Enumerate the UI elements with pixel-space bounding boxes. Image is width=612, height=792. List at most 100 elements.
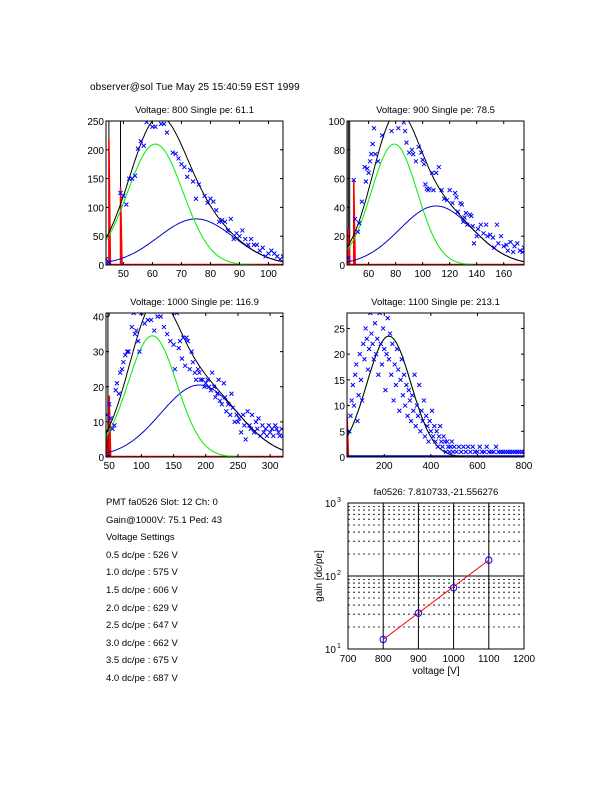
data-point [202, 384, 207, 390]
data-point [355, 418, 360, 424]
data-point [495, 241, 501, 246]
data-point [404, 382, 409, 388]
data-point [431, 423, 437, 429]
y-tick-label: 0 [339, 261, 345, 272]
x-tick-label: 100 [133, 461, 150, 472]
data-point [414, 403, 420, 408]
data-point [451, 444, 457, 450]
voltage-setting: 1.0 dc/pe : 575 V [106, 567, 178, 579]
data-point [385, 315, 391, 321]
data-point [517, 248, 523, 253]
data-point [401, 372, 407, 378]
data-point [423, 413, 429, 419]
data-point [484, 444, 490, 450]
data-point [356, 220, 362, 226]
x-tick-label: 60 [363, 269, 375, 280]
data-point [508, 239, 513, 245]
data-point [179, 356, 185, 362]
data-point [419, 408, 424, 414]
data-point [412, 372, 417, 378]
data-point [461, 444, 466, 450]
data-point [254, 242, 260, 248]
data-point [444, 439, 450, 444]
data-point [366, 346, 372, 352]
data-point [501, 243, 507, 249]
data-point [248, 426, 254, 432]
data-point [358, 377, 364, 383]
y-tick-label: 10 [334, 402, 346, 413]
data-point [416, 382, 422, 388]
data-point [491, 245, 497, 251]
plot-frame [105, 312, 284, 458]
data-point [242, 236, 248, 242]
data-point [504, 242, 509, 248]
data-point [108, 416, 113, 421]
data-point [177, 338, 183, 344]
data-point [408, 418, 414, 424]
data-point [482, 449, 487, 455]
data-point [395, 367, 401, 372]
first-pe-fit-curve [106, 335, 283, 457]
data-point [264, 433, 270, 439]
data-point [410, 151, 416, 157]
x-tick-label: 250 [230, 461, 247, 472]
data-point [491, 449, 497, 455]
data-point [371, 356, 377, 362]
data-point [400, 392, 406, 398]
data-point [434, 428, 440, 434]
data-point [468, 213, 474, 219]
plot-title-900: Voltage: 900 Single pe: 78.5 [376, 105, 495, 116]
data-point [407, 398, 413, 403]
data-point [245, 242, 251, 248]
data-point [117, 370, 123, 376]
data-point [139, 313, 144, 316]
gain-data-point [485, 556, 493, 564]
data-point [135, 146, 141, 152]
data-point [437, 423, 443, 429]
data-point [137, 349, 142, 354]
data-point [211, 199, 216, 204]
data-point [390, 341, 395, 347]
y-tick-label: 0 [98, 261, 104, 272]
first-pe-fit-curve [347, 335, 524, 457]
data-point [148, 317, 154, 323]
data-point [112, 423, 117, 428]
data-point [435, 444, 441, 450]
data-point [454, 194, 459, 200]
second-pe-fit-curve [106, 218, 283, 263]
y-tick-label: 40 [93, 313, 105, 324]
data-point [348, 413, 353, 419]
data-point [494, 222, 500, 228]
data-point [158, 314, 164, 319]
data-point [240, 412, 246, 418]
voltage-setting: 1.5 dc/pe : 606 V [106, 584, 178, 596]
histogram-plot-900: 60 80 100 120 140 160 0 20 40 60 80 100 [328, 117, 525, 280]
data-point [498, 233, 504, 239]
data-point [193, 196, 199, 202]
pedestal-fit-curve [106, 138, 283, 265]
data-point [270, 433, 276, 439]
data-point [379, 362, 385, 367]
data-point [213, 207, 219, 213]
data-point [216, 219, 222, 225]
y-tick-label-exponent: 1 [337, 643, 341, 650]
data-point [393, 382, 399, 388]
data-point [477, 444, 483, 450]
y-tick-label: 50 [93, 232, 105, 243]
data-point [475, 226, 481, 232]
data-point [443, 449, 449, 455]
data-point [360, 341, 366, 347]
x-tick-label: 50 [104, 461, 116, 472]
data-point [131, 313, 137, 316]
data-point [418, 150, 424, 156]
data-point [211, 384, 217, 390]
data-point [436, 434, 442, 439]
data-point [428, 428, 434, 434]
data-point [510, 249, 516, 255]
data-point [413, 158, 419, 164]
data-point [427, 418, 433, 424]
data-point [427, 186, 432, 192]
data-point [170, 150, 176, 156]
x-tick-label: 1200 [513, 654, 536, 665]
x-tick-label: 200 [376, 461, 393, 472]
